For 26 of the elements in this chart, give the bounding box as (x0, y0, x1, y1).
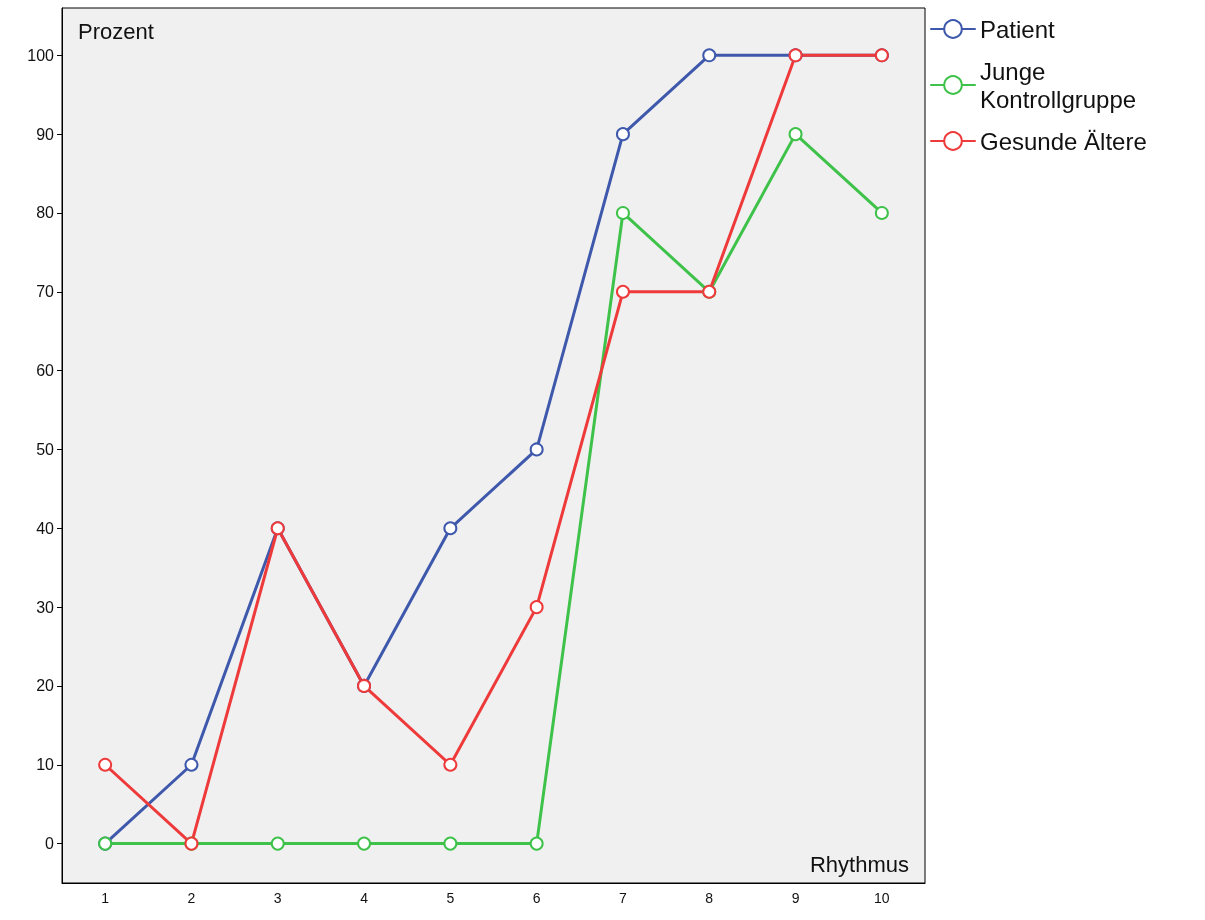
x-tick-label: 10 (874, 890, 890, 906)
x-tick-label: 9 (791, 890, 800, 906)
y-tick-label: 50 (36, 440, 55, 458)
x-tick-label: 5 (446, 890, 455, 906)
x-tick-label: 3 (273, 890, 282, 906)
y-tick-label: 10 (36, 756, 55, 774)
y-axis-title: Prozent (78, 18, 154, 44)
y-tick-label: 20 (36, 677, 55, 695)
x-tick-label: 4 (360, 890, 369, 906)
y-tick-label: 90 (36, 125, 55, 143)
y-tick-label: 0 (45, 835, 55, 853)
y-tick-label: 70 (36, 283, 55, 301)
y-tick-label: 40 (36, 519, 55, 537)
legend-label: Junge Kontrollgruppe (980, 57, 1137, 113)
legend-label: Gesunde Ältere (980, 127, 1147, 155)
x-tick-label: 8 (705, 890, 714, 906)
x-tick-label: 7 (619, 890, 628, 906)
x-tick-label: 2 (187, 890, 196, 906)
x-axis-title: Rhythmus (809, 851, 910, 877)
x-tick-label: 1 (101, 890, 110, 906)
x-tick-label: 6 (532, 890, 541, 906)
y-tick-label: 60 (36, 362, 55, 380)
y-tick-label: 30 (36, 598, 55, 616)
y-tick-label: 100 (27, 46, 55, 64)
y-tick-label: 80 (36, 204, 55, 222)
legend-label: Patient (980, 15, 1056, 43)
